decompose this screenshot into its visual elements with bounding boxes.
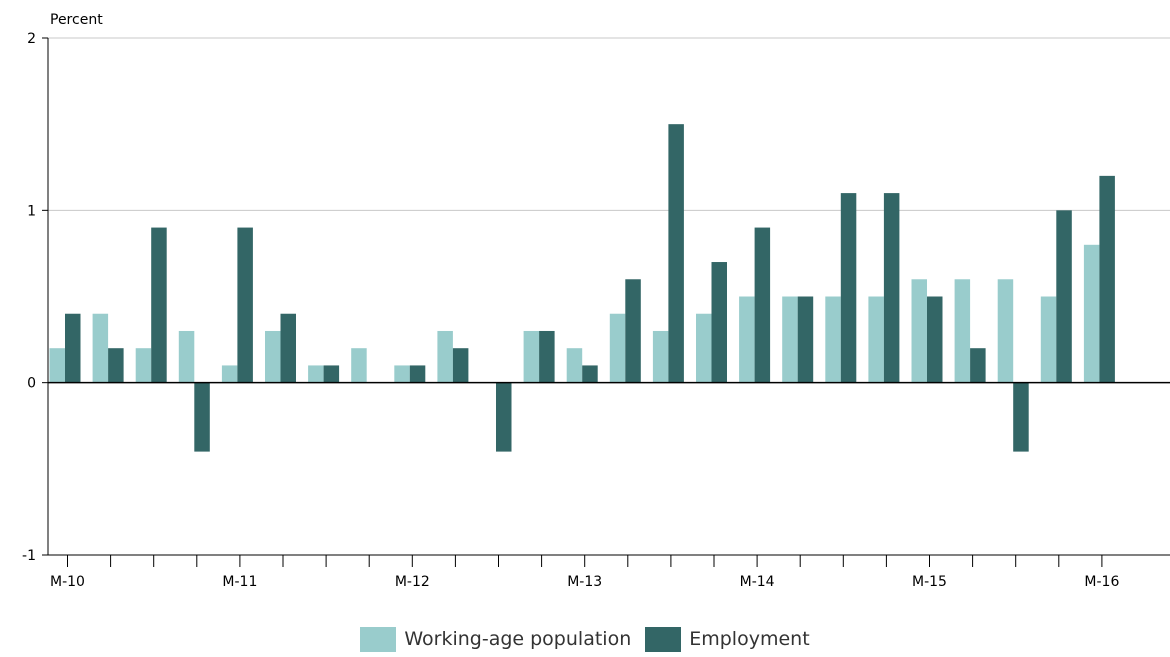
- bar-employment: [668, 124, 684, 383]
- y-tick-label: 1: [27, 203, 36, 219]
- bar-working-age-population: [997, 279, 1014, 383]
- bar-employment: [108, 348, 124, 383]
- bar-employment: [797, 296, 814, 383]
- bar-employment: [280, 313, 296, 383]
- y-tick-labels: -1 0 1 2: [22, 31, 36, 564]
- bar-working-age-population: [696, 313, 712, 383]
- legend-item-employment: Employment: [645, 626, 810, 652]
- legend: Working-age population Employment: [0, 624, 1170, 654]
- bar-employment: [927, 296, 943, 383]
- bar-working-age-population: [308, 365, 324, 383]
- bar-working-age-population: [49, 348, 65, 383]
- bar-working-age-population: [868, 296, 884, 383]
- x-tick-label: M-10: [50, 574, 85, 590]
- bar-working-age-population: [437, 330, 453, 383]
- bar-working-age-population: [652, 330, 669, 383]
- x-tick-label: M-14: [740, 574, 775, 590]
- legend-swatch-employment: [645, 626, 682, 652]
- x-tick-label: M-15: [912, 574, 947, 590]
- bar-working-age-population: [265, 330, 281, 383]
- bar-working-age-population: [178, 330, 195, 383]
- bar-employment: [582, 365, 598, 383]
- bar-employment: [539, 330, 555, 383]
- bar-employment: [151, 227, 167, 383]
- bar-employment: [754, 227, 771, 383]
- bar-working-age-population: [954, 279, 971, 383]
- bar-working-age-population: [739, 296, 755, 383]
- bar-employment: [711, 262, 727, 383]
- bar-working-age-population: [394, 365, 410, 383]
- bar-employment: [65, 313, 81, 383]
- y-tick-label: 0: [27, 376, 36, 392]
- bar-working-age-population: [566, 348, 583, 383]
- bar-employment: [1056, 210, 1072, 383]
- bar-employment: [323, 365, 340, 383]
- legend-swatch-working-age-population: [360, 626, 397, 652]
- bar-working-age-population: [523, 330, 540, 383]
- x-tick-label: M-16: [1084, 574, 1119, 590]
- bar-employment: [1099, 175, 1115, 383]
- x-tick-labels: M-10 M-11 M-12 M-13 M-14 M-15 M-16: [50, 574, 1119, 590]
- bar-employment: [409, 365, 426, 383]
- bars: [49, 124, 1115, 452]
- x-tick-label: M-13: [567, 574, 602, 590]
- x-tick-label: M-11: [222, 574, 257, 590]
- bar-working-age-population: [609, 313, 626, 383]
- legend-label-working-age-population: Working-age population: [404, 628, 632, 650]
- bar-employment: [625, 279, 641, 383]
- y-tick-label: -1: [22, 548, 36, 564]
- bar-employment: [1013, 382, 1029, 452]
- bar-employment: [840, 193, 857, 383]
- bar-employment: [496, 382, 512, 452]
- y-tick-label: 2: [27, 31, 36, 47]
- bar-employment: [237, 227, 253, 383]
- bar-employment: [970, 348, 986, 383]
- bar-employment: [194, 382, 210, 452]
- bar-working-age-population: [911, 279, 927, 383]
- bar-working-age-population: [221, 365, 238, 383]
- bar-working-age-population: [1083, 244, 1100, 383]
- legend-item-working-age-population: Working-age population: [360, 626, 632, 652]
- bar-employment: [883, 193, 900, 383]
- x-tick-label: M-12: [395, 574, 430, 590]
- y-axis-label: Percent: [50, 12, 103, 28]
- legend-label-employment: Employment: [689, 628, 810, 650]
- gridlines: [48, 37, 1170, 211]
- bar-working-age-population: [351, 348, 367, 383]
- bar-working-age-population: [1040, 296, 1057, 383]
- bar-employment: [452, 348, 469, 383]
- axes: [42, 37, 1170, 567]
- bar-working-age-population: [782, 296, 798, 383]
- bar-working-age-population: [92, 313, 109, 383]
- bar-working-age-population: [135, 348, 152, 383]
- bar-working-age-population: [825, 296, 841, 383]
